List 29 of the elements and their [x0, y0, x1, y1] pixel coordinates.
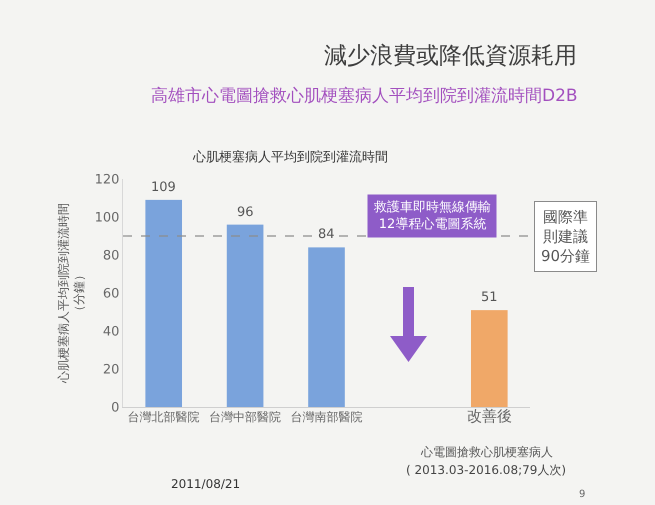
y-tick-label: 60	[102, 286, 120, 302]
text: 心電圖搶救心肌梗塞病人	[420, 445, 553, 459]
x-tick-label: 台灣南部醫院	[290, 410, 362, 424]
y-axis-title: 心肌梗塞病人平均到院到灌流時間（分鐘）	[56, 203, 86, 384]
chart-title: 減少浪費或降低資源耗用	[324, 43, 577, 70]
bar	[308, 247, 345, 407]
bar	[226, 224, 264, 407]
text: ( 2013.03-2016.08;79人次)	[406, 463, 566, 477]
chart-subtitle: 高雄市心電圖搶救心肌梗塞病人平均到院到灌流時間D2B	[151, 86, 578, 106]
ref-line-label: 國際準則建議90分鐘	[541, 208, 590, 265]
data-label: 96	[237, 205, 254, 220]
text: 2011/08/21	[171, 477, 240, 491]
data-label: 51	[481, 290, 498, 305]
bar	[145, 200, 182, 407]
text: 心肌梗塞病人平均到院到灌流時間	[192, 149, 388, 165]
y-tick-label: 100	[94, 210, 120, 226]
x-tick-label: 台灣中部醫院	[209, 410, 282, 424]
x-tick-label: 改善後	[466, 407, 512, 426]
x-tick-label: 台灣北部醫院	[128, 410, 200, 424]
y-tick-label: 40	[102, 324, 120, 340]
bar	[470, 310, 508, 407]
annotation: 救護車即時無線傳輸12導程心電圖系統	[373, 200, 491, 232]
data-label: 109	[151, 180, 176, 195]
y-tick-label: 20	[102, 362, 120, 378]
y-tick-label: 0	[111, 400, 120, 416]
text: 9	[579, 489, 586, 500]
data-label: 84	[318, 227, 335, 242]
y-tick-label: 80	[102, 248, 120, 264]
y-tick-label: 120	[94, 172, 120, 188]
